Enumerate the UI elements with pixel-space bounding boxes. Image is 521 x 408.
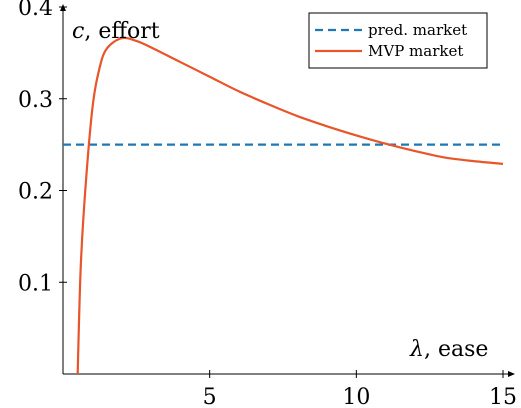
- legend: pred. market MVP market: [308, 12, 488, 69]
- ticks: 5 10 15 0.1 0.2 0.3 0.4: [18, 0, 517, 408]
- y-axis-symbol: c: [72, 19, 84, 44]
- x-axis-symbol: λ: [409, 337, 424, 362]
- series-line-mvp-market: [76, 36, 504, 375]
- y-tick-label: 0.1: [18, 271, 53, 296]
- y-tick-label: 0.3: [18, 88, 53, 113]
- x-axis-arrow: [508, 371, 515, 377]
- x-tick-label: 10: [342, 385, 370, 408]
- x-axis-title: λ, ease: [409, 337, 488, 362]
- x-axis-rest: , ease: [424, 337, 488, 362]
- y-axis-rest: , effort: [84, 19, 159, 44]
- y-tick-label: 0.2: [18, 180, 53, 205]
- x-tick-label: 15: [489, 385, 517, 408]
- x-tick-label: 5: [203, 385, 217, 408]
- legend-label-mvp-market: MVP market: [368, 42, 463, 60]
- legend-box: [308, 12, 488, 69]
- series: [63, 36, 504, 375]
- y-tick-label: 0.4: [18, 0, 53, 21]
- legend-label-pred-market: pred. market: [368, 21, 467, 39]
- y-axis-title: c, effort: [72, 19, 160, 44]
